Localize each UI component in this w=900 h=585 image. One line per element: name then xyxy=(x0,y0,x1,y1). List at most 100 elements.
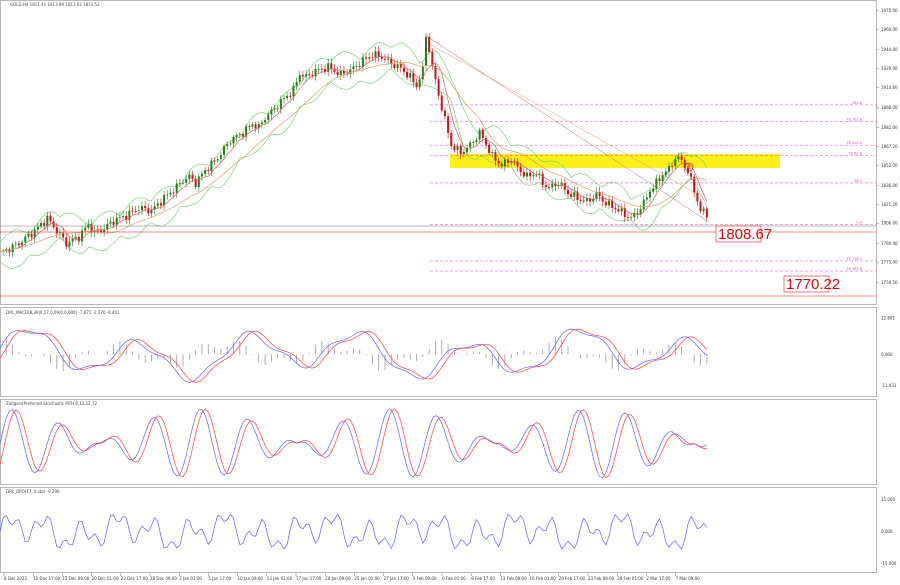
time-tick-label: 13 Feb 09:00 xyxy=(500,576,527,581)
candle-body xyxy=(17,243,20,246)
candle-body xyxy=(283,98,285,100)
candle-body xyxy=(674,159,677,167)
candle-body xyxy=(459,145,462,155)
candle-body xyxy=(525,172,528,177)
price-label-box-1 xyxy=(715,225,762,243)
candle-body xyxy=(270,109,273,115)
candle-body xyxy=(434,65,437,80)
candle-body xyxy=(11,244,14,253)
fib-label-1618b: FE 161.8 xyxy=(847,267,862,271)
candle-body xyxy=(153,206,156,210)
main-panel-frame[interactable] xyxy=(0,0,877,305)
price-tick-label: 1790.40 xyxy=(881,241,898,246)
time-tick-label: 12 Dec 17:00 xyxy=(33,576,60,581)
dpo-header-text: DRL_DPO(17, 0,sto) -9.296 xyxy=(6,489,60,494)
macd-tick-label: 0.000 xyxy=(881,352,893,357)
candle-body xyxy=(77,236,80,242)
candle-body xyxy=(311,75,314,77)
candle-body xyxy=(320,68,323,70)
price-tick-label: 1929.00 xyxy=(881,66,898,71)
candle-body xyxy=(298,75,301,82)
candle-body xyxy=(699,201,702,212)
candle-body xyxy=(267,114,270,121)
candle-body xyxy=(380,57,383,59)
price-tick-label: 1960.00 xyxy=(881,27,898,32)
candle-body xyxy=(617,209,620,212)
candle-body xyxy=(630,217,633,218)
dpo-panel-frame[interactable] xyxy=(0,487,877,573)
candle-body xyxy=(21,242,24,246)
main-header-text: GOLD,H4 1811.41 1813.89 1811.02 1813.52 xyxy=(10,2,100,7)
candle-body xyxy=(248,126,251,128)
candle-body xyxy=(554,183,557,187)
candle-body xyxy=(645,197,648,200)
time-tick-label: 10 Jan 09:00 xyxy=(238,576,264,581)
candle-body xyxy=(188,174,191,179)
candle-body xyxy=(368,57,371,59)
candle-body xyxy=(58,232,61,234)
candle-body xyxy=(251,124,254,127)
candle-body xyxy=(522,171,525,177)
time-tick-label: 13 Jan 01:00 xyxy=(267,576,293,581)
candle-body xyxy=(327,63,330,72)
stochastic-indicator xyxy=(0,408,707,479)
candle-body xyxy=(570,194,573,197)
candle-body xyxy=(90,224,93,233)
macd-signal-line xyxy=(0,328,708,383)
candle-body xyxy=(516,161,519,167)
candle-body xyxy=(301,75,304,77)
candle-body xyxy=(680,156,683,160)
pattern-marker-circle xyxy=(684,162,694,172)
candle-body xyxy=(62,232,65,238)
price-tick-label: 1882.00 xyxy=(881,125,898,130)
candle-body xyxy=(576,191,579,200)
ma-slow-line xyxy=(0,61,707,253)
candle-body xyxy=(532,175,535,177)
candle-body xyxy=(683,159,686,168)
time-axis: 8 Dec 2022 12 Dec 17:00 15 Dec 09:00 20 Dec… xyxy=(3,573,700,581)
stochastic-main-line xyxy=(0,409,707,479)
candle-body xyxy=(207,170,210,172)
candle-body xyxy=(664,171,667,176)
candle-body xyxy=(582,200,585,202)
candle-body xyxy=(46,215,49,226)
candle-body xyxy=(696,192,699,202)
candle-body xyxy=(560,182,563,186)
trend-line-1 xyxy=(425,35,707,221)
candle-body xyxy=(418,79,421,88)
time-tick-label: 6 Feb 01:00 xyxy=(442,576,466,581)
candle-body xyxy=(642,199,645,210)
candle-body xyxy=(134,211,137,212)
candle-body xyxy=(393,64,396,69)
candle-body xyxy=(661,175,664,182)
candle-body xyxy=(43,223,46,226)
candle-body xyxy=(655,178,658,189)
candle-body xyxy=(563,182,566,190)
candle-body xyxy=(330,63,333,70)
macd-panel-frame[interactable] xyxy=(0,307,877,397)
candle-body xyxy=(604,201,607,206)
candle-body xyxy=(544,184,547,188)
candle-body xyxy=(535,174,538,176)
candle-body xyxy=(358,66,361,67)
candle-body xyxy=(223,146,226,156)
candle-body xyxy=(346,73,349,75)
candle-body xyxy=(30,233,33,238)
candle-body xyxy=(178,182,181,184)
candle-body xyxy=(289,95,292,97)
candle-body xyxy=(336,71,339,75)
macd-header-text: DRL_MACD(8,39|0,17,0,09|0,0,000) -7.871 … xyxy=(6,310,120,315)
candle-body xyxy=(235,135,238,137)
time-tick-label: 17 Jan 17:00 xyxy=(296,576,322,581)
candle-body xyxy=(159,203,162,206)
candle-body xyxy=(491,152,494,153)
time-tick-label: 1 Feb 09:00 xyxy=(413,576,437,581)
candle-body xyxy=(551,183,554,188)
candle-body xyxy=(264,120,267,123)
stochastic-panel-frame[interactable] xyxy=(0,399,877,485)
candle-body xyxy=(109,221,112,224)
candle-body xyxy=(421,65,424,80)
candle-body xyxy=(163,195,166,206)
envelope-bands xyxy=(0,42,708,269)
candle-body xyxy=(144,206,147,209)
